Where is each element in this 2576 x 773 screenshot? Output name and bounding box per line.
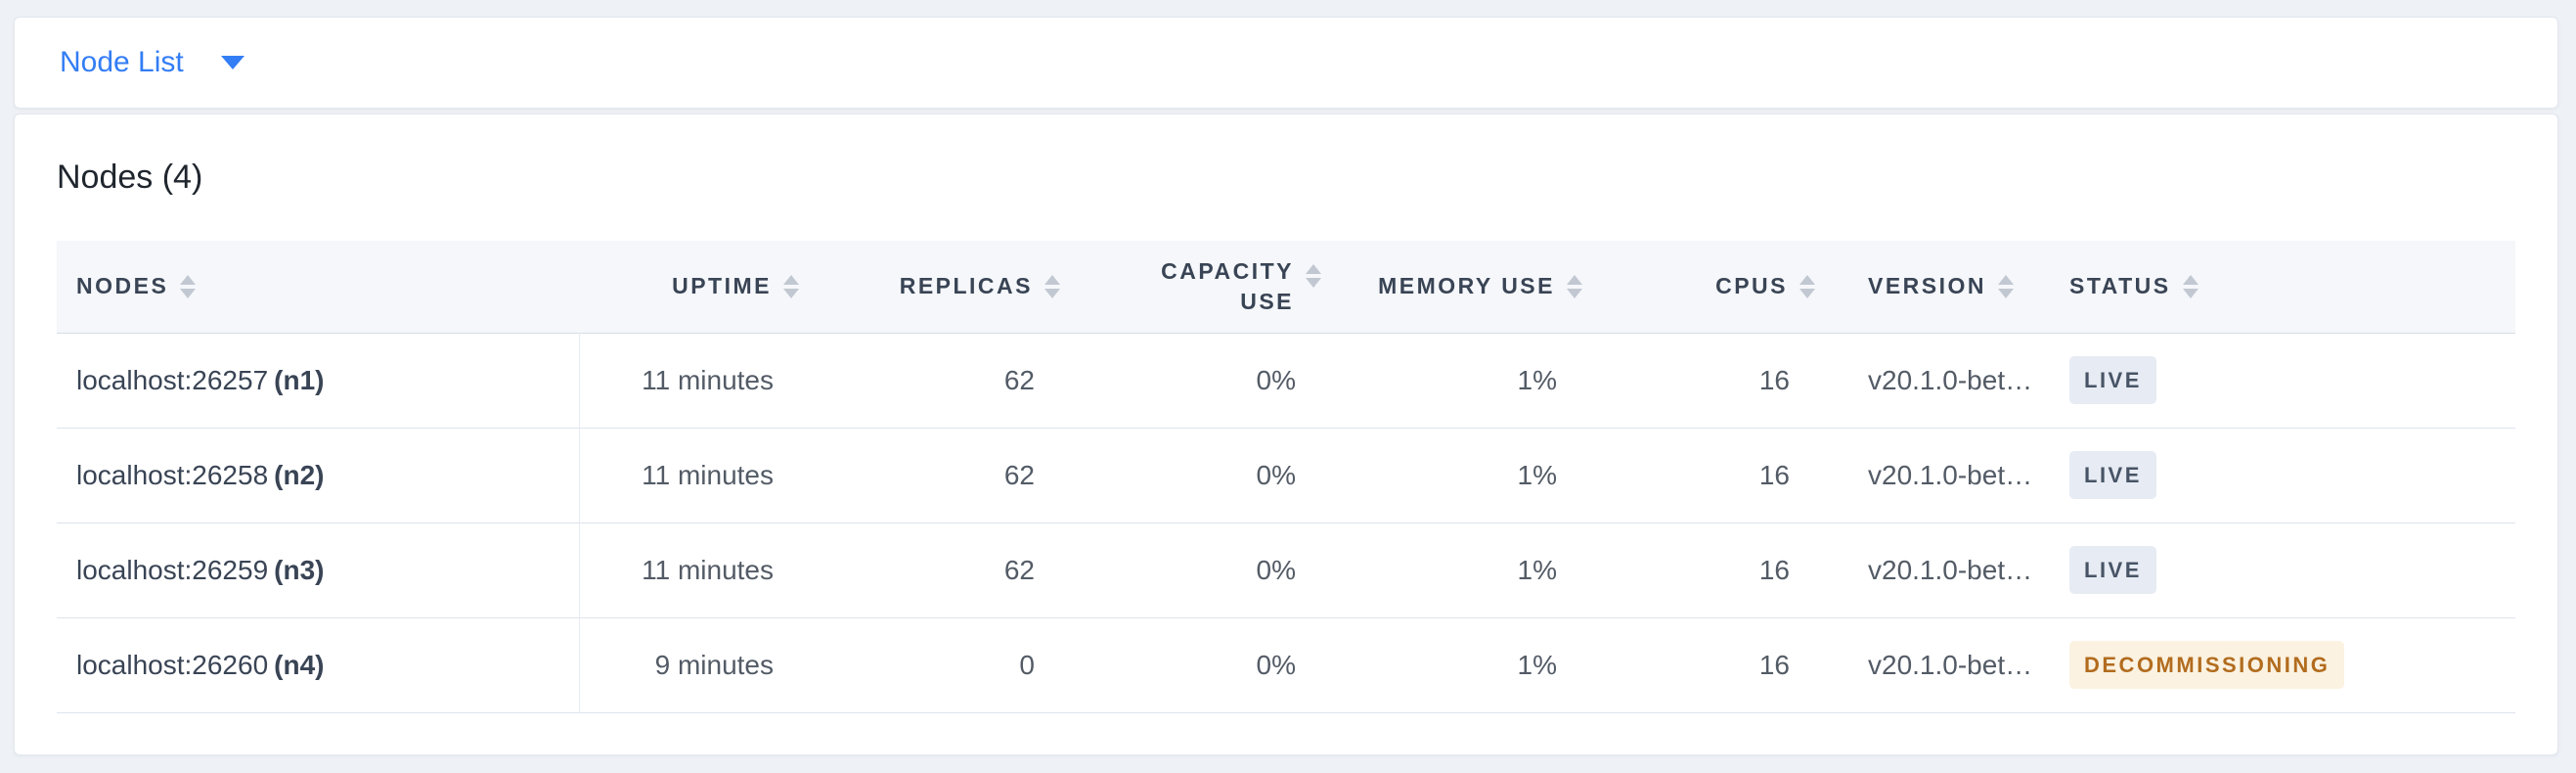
status-cell: LIVE bbox=[2050, 523, 2515, 617]
chevron-down-icon bbox=[220, 56, 244, 69]
table-row: localhost:26257 (n1) 11 minutes 62 0% 1% … bbox=[57, 333, 2515, 428]
cpus-cell: 16 bbox=[1758, 649, 1790, 680]
column-header-cpus[interactable]: CPUS bbox=[1602, 241, 1835, 333]
node-address-cell[interactable]: localhost:26260 (n4) bbox=[57, 617, 580, 712]
sort-icon bbox=[2182, 274, 2198, 298]
node-id: (n4) bbox=[274, 649, 325, 680]
node-id: (n2) bbox=[274, 459, 325, 490]
nodes-table: NODES UPTIME REPLICAS bbox=[57, 241, 2515, 713]
node-address-cell[interactable]: localhost:26257 (n1) bbox=[57, 333, 580, 428]
memory-use-cell: 1% bbox=[1517, 364, 1557, 395]
column-header-capacity-use[interactable]: CAPACITY USE bbox=[1080, 241, 1341, 333]
uptime-cell: 11 minutes bbox=[642, 364, 774, 395]
column-header-nodes[interactable]: NODES bbox=[57, 241, 579, 333]
capacity-use-cell: 0% bbox=[1256, 459, 1296, 490]
node-id: (n3) bbox=[274, 554, 325, 585]
status-badge: LIVE bbox=[2069, 546, 2156, 594]
table-row: localhost:26259 (n3) 11 minutes 62 0% 1% … bbox=[57, 523, 2515, 617]
column-header-memory-use[interactable]: MEMORY USE bbox=[1341, 241, 1602, 333]
sort-icon bbox=[1799, 274, 1815, 298]
cpus-cell: 16 bbox=[1758, 459, 1790, 490]
replicas-cell: 62 bbox=[1003, 554, 1035, 585]
nodes-card: Nodes (4) NODES bbox=[14, 114, 2558, 755]
version-cell: v20.1.0-bet… bbox=[1868, 459, 2033, 490]
nodes-count-title: Nodes (4) bbox=[57, 159, 203, 196]
status-cell: LIVE bbox=[2050, 428, 2515, 523]
replicas-cell: 0 bbox=[1019, 649, 1035, 680]
memory-use-cell: 1% bbox=[1517, 554, 1557, 585]
view-selector-label: Node List bbox=[60, 46, 184, 78]
table-header-row: NODES UPTIME REPLICAS bbox=[57, 241, 2515, 333]
cpus-cell: 16 bbox=[1758, 554, 1790, 585]
table-row: localhost:26260 (n4) 9 minutes 0 0% 1% 16… bbox=[57, 617, 2515, 712]
sort-icon bbox=[1306, 263, 1321, 288]
node-id: (n1) bbox=[274, 364, 325, 395]
cpus-cell: 16 bbox=[1758, 364, 1790, 395]
memory-use-cell: 1% bbox=[1517, 459, 1557, 490]
status-cell: LIVE bbox=[2050, 333, 2515, 428]
column-header-replicas[interactable]: REPLICAS bbox=[819, 241, 1080, 333]
capacity-use-cell: 0% bbox=[1256, 649, 1296, 680]
column-header-version[interactable]: VERSION bbox=[1835, 241, 2050, 333]
table-row: localhost:26258 (n2) 11 minutes 62 0% 1% … bbox=[57, 428, 2515, 523]
column-header-uptime[interactable]: UPTIME bbox=[579, 241, 819, 333]
sort-icon bbox=[783, 274, 799, 298]
sort-icon bbox=[1567, 274, 1582, 298]
status-badge: LIVE bbox=[2069, 356, 2156, 404]
node-list-page: Node List Nodes (4) NODES bbox=[14, 17, 2558, 755]
column-header-status[interactable]: STATUS bbox=[2050, 241, 2515, 333]
status-badge: LIVE bbox=[2069, 451, 2156, 499]
uptime-cell: 11 minutes bbox=[642, 554, 774, 585]
capacity-use-cell: 0% bbox=[1256, 554, 1296, 585]
status-badge: DECOMMISSIONING bbox=[2069, 641, 2345, 689]
capacity-use-cell: 0% bbox=[1256, 364, 1296, 395]
sort-icon bbox=[1044, 274, 1060, 298]
uptime-cell: 9 minutes bbox=[654, 649, 774, 680]
uptime-cell: 11 minutes bbox=[642, 459, 774, 490]
replicas-cell: 62 bbox=[1003, 459, 1035, 490]
replicas-cell: 62 bbox=[1003, 364, 1035, 395]
version-cell: v20.1.0-bet… bbox=[1868, 364, 2033, 395]
node-address-cell[interactable]: localhost:26258 (n2) bbox=[57, 428, 580, 523]
memory-use-cell: 1% bbox=[1517, 649, 1557, 680]
view-selector-dropdown[interactable]: Node List bbox=[14, 17, 2558, 109]
sort-icon bbox=[1998, 274, 2015, 298]
node-address-cell[interactable]: localhost:26259 (n3) bbox=[57, 523, 580, 617]
status-cell: DECOMMISSIONING bbox=[2050, 617, 2515, 712]
sort-icon bbox=[180, 274, 197, 298]
version-cell: v20.1.0-bet… bbox=[1868, 554, 2033, 585]
version-cell: v20.1.0-bet… bbox=[1868, 649, 2033, 680]
